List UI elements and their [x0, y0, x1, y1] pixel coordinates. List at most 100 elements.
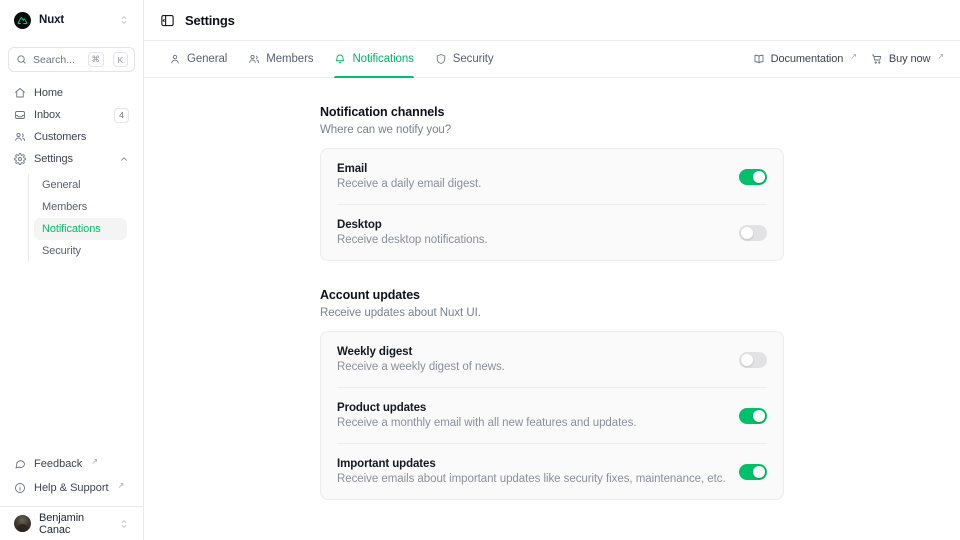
sidebar-item-label-home: Home	[34, 87, 63, 99]
section-account-updates: Account updates Receive updates about Nu…	[320, 288, 784, 500]
topbar-links: Documentation ↗ Buy now ↗	[753, 41, 944, 77]
external-link-icon: ↗	[937, 51, 944, 61]
shield-icon	[435, 53, 447, 65]
tab-label-members: Members	[266, 53, 314, 65]
section-gap	[320, 261, 784, 288]
chevron-up-down-icon	[119, 15, 129, 25]
team-name: Nuxt	[39, 14, 65, 26]
setting-row-weekly-digest: Weekly digest Receive a weekly digest of…	[337, 332, 767, 387]
main-area: Settings General Members	[144, 0, 960, 540]
tab-label-notifications: Notifications	[352, 53, 414, 65]
tabbar: General Members Notifications	[144, 41, 960, 78]
section-description: Where can we notify you?	[320, 124, 452, 136]
chat-bubble-icon	[14, 458, 26, 470]
sidebar-item-notifications[interactable]: Notifications	[34, 218, 127, 240]
setting-row-email: Email Receive a daily email digest.	[337, 149, 767, 204]
search-input[interactable]: Search... ⌘ K	[8, 47, 135, 72]
toggle-desktop[interactable]	[739, 224, 767, 241]
toggle-product-updates[interactable]	[739, 407, 767, 424]
sidebar-item-inbox[interactable]: Inbox 4	[8, 104, 135, 126]
sidebar-item-general[interactable]: General	[42, 179, 81, 191]
chevron-up-icon	[119, 154, 129, 164]
tab-general[interactable]: General	[160, 41, 236, 77]
search-icon	[16, 54, 27, 65]
toggle-important-updates[interactable]	[739, 463, 767, 480]
topbar: Settings	[144, 0, 960, 41]
chevron-up-down-icon	[119, 519, 129, 529]
sidebar-item-members[interactable]: Members	[42, 201, 88, 213]
nuxt-logo-icon	[14, 11, 31, 29]
row-description: Receive a monthly email with all new fea…	[337, 417, 637, 429]
external-link-icon: ↗	[850, 51, 857, 61]
section-title: Account updates	[320, 288, 420, 302]
section-notification-channels: Notification channels Where can we notif…	[320, 105, 784, 261]
sidebar-item-settings[interactable]: Settings	[8, 148, 135, 170]
toggle-knob	[741, 353, 753, 366]
tab-notifications[interactable]: Notifications	[325, 41, 422, 78]
user-menu[interactable]: Benjamin Canac	[0, 506, 143, 540]
sidebar: Nuxt Search... ⌘ K Home	[0, 0, 144, 540]
toggle-weekly-digest[interactable]	[739, 351, 767, 368]
sidebar-item-help-support[interactable]: Help & Support ↗	[8, 476, 135, 500]
search-kbd-k: K	[113, 52, 128, 67]
row-title: Desktop	[337, 219, 382, 231]
tab-label-security: Security	[452, 53, 494, 65]
settings-card: Weekly digest Receive a weekly digest of…	[320, 331, 784, 500]
avatar	[14, 515, 31, 532]
sidebar-item-security[interactable]: Security	[42, 245, 81, 257]
documentation-link[interactable]: Documentation ↗	[753, 51, 857, 65]
row-title: Email	[337, 163, 368, 175]
tabs: General Members Notifications	[160, 41, 503, 78]
home-icon	[14, 87, 26, 99]
user-icon	[169, 53, 181, 65]
row-text: Product updates Receive a monthly email …	[337, 402, 727, 429]
sidebar-subnav-settings: General Members Notifications Security	[28, 174, 127, 262]
bell-icon	[334, 53, 346, 65]
section-title: Notification channels	[320, 105, 445, 119]
tab-security[interactable]: Security	[426, 41, 503, 77]
gear-icon	[14, 153, 26, 165]
sidebar-footer: Feedback ↗ Help & Support ↗	[0, 452, 143, 506]
row-description: Receive desktop notifications.	[337, 234, 488, 246]
toggle-knob	[741, 226, 753, 239]
tab-members[interactable]: Members	[239, 41, 322, 77]
settings-card: Email Receive a daily email digest. Desk…	[320, 148, 784, 261]
sidebar-item-label-inbox: Inbox	[34, 109, 61, 121]
search-placeholder: Search...	[33, 53, 76, 66]
row-description: Receive emails about important updates l…	[337, 473, 726, 485]
buy-now-label: Buy now	[888, 53, 931, 65]
row-title: Product updates	[337, 402, 427, 414]
documentation-label: Documentation	[770, 53, 844, 65]
external-link-icon: ↗	[117, 480, 125, 490]
toggle-knob	[753, 409, 765, 422]
row-description: Receive a daily email digest.	[337, 178, 482, 190]
book-icon	[753, 53, 765, 65]
toggle-email[interactable]	[739, 168, 767, 185]
row-text: Desktop Receive desktop notifications.	[337, 219, 727, 246]
setting-row-desktop: Desktop Receive desktop notifications.	[337, 204, 767, 260]
row-title: Important updates	[337, 458, 436, 470]
sidebar-item-feedback[interactable]: Feedback ↗	[8, 452, 135, 476]
sidebar-item-label-help-support: Help & Support	[34, 482, 109, 494]
inbox-icon	[14, 109, 26, 121]
page-title: Settings	[185, 12, 235, 28]
settings-content: Notification channels Where can we notif…	[144, 78, 960, 540]
buy-now-link[interactable]: Buy now ↗	[871, 51, 944, 65]
panel-collapse-icon[interactable]	[160, 13, 175, 28]
setting-row-product-updates: Product updates Receive a monthly email …	[337, 387, 767, 443]
row-description: Receive a weekly digest of news.	[337, 361, 505, 373]
sidebar-item-home[interactable]: Home	[8, 82, 135, 104]
team-switcher[interactable]: Nuxt	[8, 0, 135, 40]
user-name: Benjamin Canac	[39, 511, 85, 536]
sidebar-item-label-feedback: Feedback	[34, 458, 83, 470]
external-link-icon: ↗	[91, 456, 99, 466]
setting-row-important-updates: Important updates Receive emails about i…	[337, 443, 767, 499]
inbox-badge: 4	[114, 107, 129, 123]
toggle-knob	[753, 465, 765, 478]
sidebar-item-customers[interactable]: Customers	[8, 126, 135, 148]
info-circle-icon	[14, 482, 26, 494]
search-kbd-meta: ⌘	[87, 52, 104, 67]
section-description: Receive updates about Nuxt UI.	[320, 307, 481, 319]
row-text: Email Receive a daily email digest.	[337, 163, 727, 190]
